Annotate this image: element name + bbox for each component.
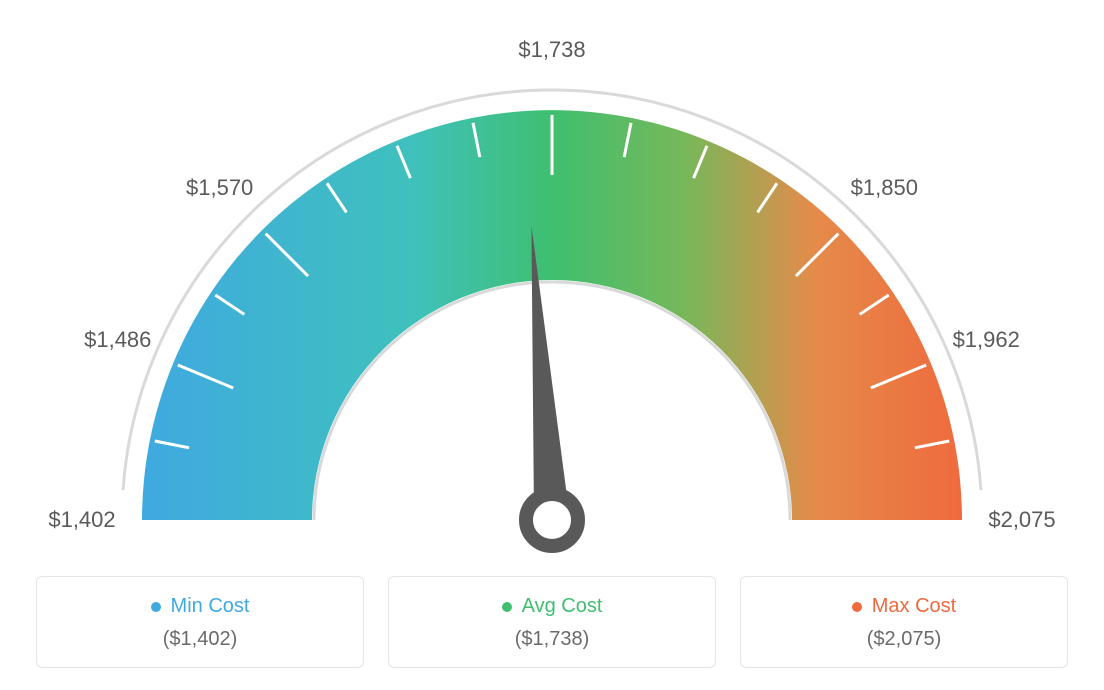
card-title-row: Avg Cost — [409, 595, 695, 618]
gauge-tick-label: $1,738 — [518, 37, 585, 63]
card-title: Min Cost — [171, 595, 250, 618]
gauge-tick-label: $1,850 — [851, 175, 918, 201]
gauge-tick-label: $1,402 — [48, 507, 115, 533]
gauge-tick-label: $1,962 — [953, 327, 1020, 353]
gauge-svg — [0, 10, 1104, 570]
card-value: ($2,075) — [761, 628, 1047, 651]
summary-cards: Min Cost ($1,402) Avg Cost ($1,738) Max … — [36, 576, 1068, 668]
gauge-chart: $1,402 $1,486 $1,570 $1,738 $1,850 $1,962 $2,0… — [0, 0, 1104, 560]
dot-icon — [502, 602, 512, 612]
avg-cost-card: Avg Cost ($1,738) — [388, 576, 716, 668]
card-title: Avg Cost — [522, 595, 603, 618]
card-value: ($1,402) — [57, 628, 343, 651]
card-value: ($1,738) — [409, 628, 695, 651]
dot-icon — [852, 602, 862, 612]
card-title-row: Min Cost — [57, 595, 343, 618]
gauge-tick-label: $2,075 — [988, 507, 1055, 533]
card-title-row: Max Cost — [761, 595, 1047, 618]
card-title: Max Cost — [872, 595, 956, 618]
gauge-tick-label: $1,570 — [186, 175, 253, 201]
max-cost-card: Max Cost ($2,075) — [740, 576, 1068, 668]
gauge-tick-label: $1,486 — [84, 327, 151, 353]
dot-icon — [151, 602, 161, 612]
min-cost-card: Min Cost ($1,402) — [36, 576, 364, 668]
